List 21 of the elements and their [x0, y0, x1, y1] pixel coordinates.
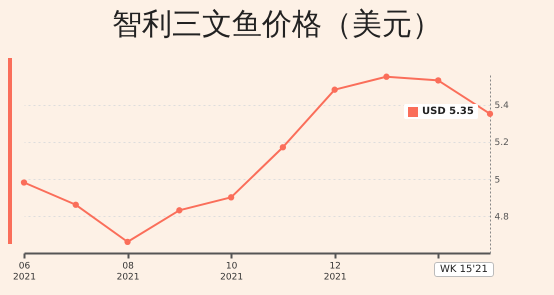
text: WK 15'21 — [434, 262, 494, 277]
point — [72, 202, 79, 208]
y-tick-label: 5.4 — [494, 101, 510, 112]
x-tick-label: 06 2021 — [13, 262, 36, 282]
point — [486, 110, 494, 117]
chart-title: 智利三文鱼价格（美元） — [111, 6, 443, 44]
point — [383, 74, 390, 80]
x-tick-label: 10 2021 — [220, 262, 244, 282]
point — [20, 179, 28, 186]
x-tick-label: 08 2021 — [116, 262, 140, 282]
y-tick-label: 4.8 — [494, 212, 510, 222]
point — [228, 194, 234, 200]
annotation: USD 5.35 — [422, 106, 474, 117]
point — [332, 86, 338, 93]
point — [176, 207, 182, 214]
y-tick-label: 5 — [494, 175, 500, 186]
point — [280, 144, 286, 150]
point — [124, 238, 131, 246]
y-tick-label: 5.2 — [494, 138, 509, 148]
x-tick-label: 12 2021 — [324, 262, 347, 282]
point — [435, 77, 442, 84]
